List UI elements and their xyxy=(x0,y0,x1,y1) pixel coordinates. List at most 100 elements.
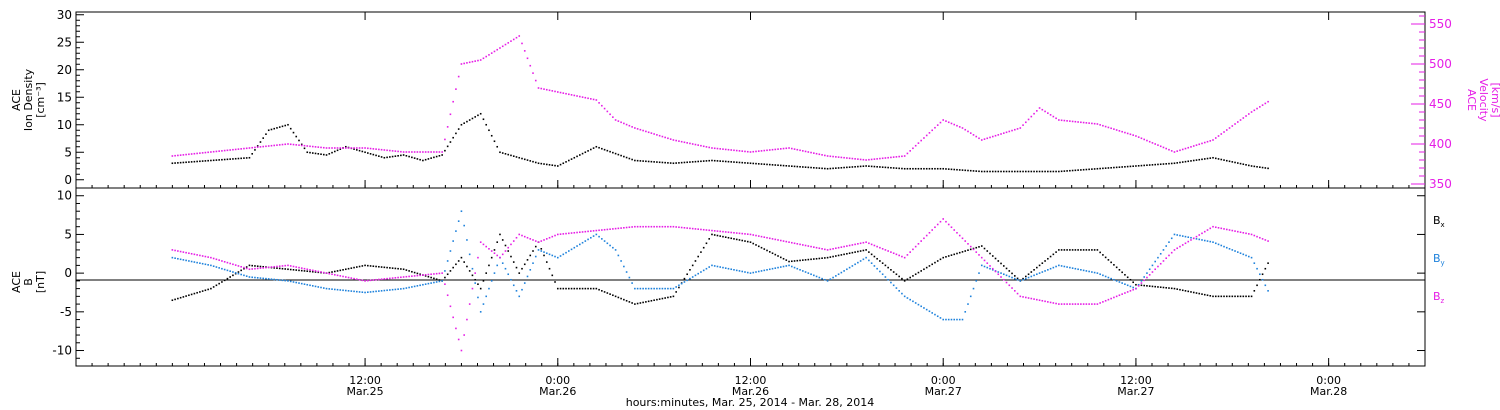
bz-series-point xyxy=(394,277,397,279)
bx-series-point xyxy=(534,245,537,248)
bx-series-point xyxy=(179,296,182,299)
velocity-series-point xyxy=(700,144,702,147)
bx-series-point xyxy=(876,257,878,260)
by-series-point xyxy=(389,289,391,291)
velocity-series-point xyxy=(983,138,986,140)
by-series-point xyxy=(606,242,609,245)
by-series-point xyxy=(1132,286,1134,289)
bx-series-point xyxy=(581,287,584,290)
bz-series-point xyxy=(1121,293,1123,295)
by-series-point xyxy=(1069,266,1071,269)
velocity-series-point xyxy=(394,150,397,152)
bx-series-point xyxy=(449,270,452,272)
by-series-point xyxy=(554,255,556,258)
velocity-series-point xyxy=(727,148,730,151)
by-series-point xyxy=(474,282,476,284)
ion-density-series-point xyxy=(785,165,788,167)
ion-density-series-point xyxy=(697,160,699,163)
bx-series-point xyxy=(199,291,201,293)
ion-density-series-point xyxy=(997,170,1000,173)
velocity-series-point xyxy=(306,145,309,147)
velocity-series-point xyxy=(796,148,799,151)
velocity-series-point xyxy=(199,152,201,154)
by-series-point xyxy=(749,272,752,274)
by-series-point xyxy=(920,305,922,308)
bz-series-point xyxy=(1115,295,1118,298)
bx-series-point xyxy=(540,248,543,250)
bz-series-point xyxy=(226,261,229,264)
by-series-point xyxy=(507,273,510,276)
bz-series-point xyxy=(254,267,256,270)
velocity-series-point xyxy=(523,50,526,52)
velocity-series-point xyxy=(956,124,958,127)
by-series-point xyxy=(857,261,859,264)
by-series-point xyxy=(215,266,218,268)
bz-series-point xyxy=(837,246,840,249)
bx-series-point xyxy=(1005,267,1008,270)
by-series-point xyxy=(1228,248,1231,250)
bx-series-point xyxy=(730,237,733,240)
ion-density-series-point xyxy=(215,159,218,161)
velocity-series-point xyxy=(810,151,812,154)
velocity-series-point xyxy=(617,120,620,122)
ion-density-series-point xyxy=(587,150,589,152)
bz-series-point xyxy=(1187,240,1190,243)
ion-density-series-point xyxy=(898,167,900,170)
bx-series-point xyxy=(1248,295,1250,298)
by-series-point xyxy=(518,295,521,298)
ion-density-series-point xyxy=(1066,170,1068,172)
bz-series-point xyxy=(369,279,372,282)
velocity-series-point xyxy=(931,129,933,132)
bz-series-point xyxy=(463,334,465,336)
ion-density-series-point xyxy=(749,162,752,165)
velocity-series-point xyxy=(1091,122,1093,125)
ion-density-series-point xyxy=(829,167,832,170)
by-series-point xyxy=(306,283,309,286)
ion-density-series-point xyxy=(333,150,336,153)
velocity-series-point xyxy=(953,123,956,126)
ion-density-series-point xyxy=(568,159,570,162)
bz-series-point xyxy=(1082,303,1085,305)
bx-series-point xyxy=(603,291,606,293)
velocity-series-point xyxy=(661,135,664,138)
bx-series-point xyxy=(912,275,914,277)
bz-series-point xyxy=(375,278,377,281)
bz-series-point xyxy=(218,259,220,261)
velocity-series-point xyxy=(177,154,179,157)
ion-density-series-point xyxy=(320,153,322,156)
bz-series-point xyxy=(991,267,994,270)
by-series-point xyxy=(380,290,383,292)
velocity-series-point xyxy=(733,149,735,152)
ion-density-series-point xyxy=(1027,170,1030,173)
bz-series-point xyxy=(336,274,339,277)
bx-series-point xyxy=(757,245,760,248)
ion-density-series-point xyxy=(534,161,537,164)
bz-series-point xyxy=(612,228,614,230)
bz-series-point xyxy=(1165,257,1168,259)
ion-density-series-point xyxy=(523,158,526,161)
bx-series-point xyxy=(223,279,226,282)
velocity-series-point xyxy=(1239,119,1242,121)
ion-density-series-point xyxy=(901,167,903,170)
bx-series-point xyxy=(477,283,479,285)
bz-series-point xyxy=(678,226,680,229)
velocity-series-point xyxy=(551,90,554,92)
by-series-point xyxy=(331,288,333,290)
bz-series-point xyxy=(314,270,317,272)
velocity-series-point xyxy=(1027,118,1030,121)
by-series-point xyxy=(628,276,631,279)
bz-series-point xyxy=(262,267,265,269)
bx-series-point xyxy=(240,269,242,272)
velocity-series-point xyxy=(1121,130,1123,133)
bz-series-point xyxy=(1168,254,1170,257)
velocity-series-point xyxy=(711,147,713,149)
bx-series-point xyxy=(991,255,994,257)
bx-series-point xyxy=(1236,295,1239,298)
ion-density-series-point xyxy=(1190,160,1192,162)
bz-series-point xyxy=(983,259,986,262)
velocity-series-point xyxy=(1203,141,1206,144)
velocity-series-point xyxy=(1025,121,1027,124)
ion-density-series-point xyxy=(975,170,978,172)
bx-series-point xyxy=(438,279,441,281)
bz-series-point xyxy=(1132,288,1134,291)
